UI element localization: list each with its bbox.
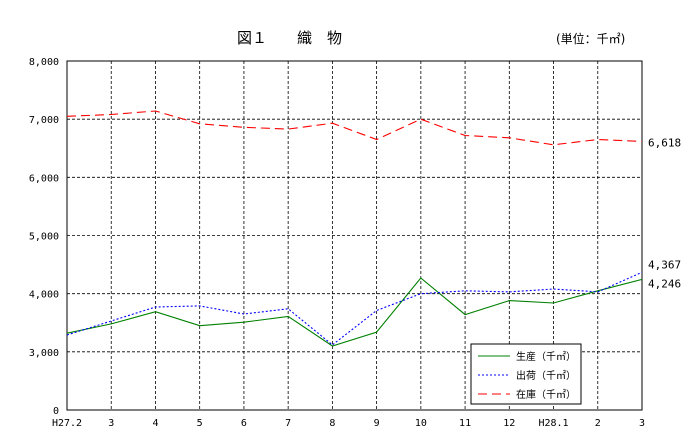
x-tick-label: 6 bbox=[241, 418, 247, 429]
y-tick-label: 8,000 bbox=[29, 57, 59, 68]
end-labels: 4,246 4,367 6,618 bbox=[648, 136, 681, 290]
y-tick-label: 3,000 bbox=[29, 348, 59, 359]
legend: 生産（千㎡） 出荷（千㎡） 在庫（千㎡） bbox=[470, 343, 582, 405]
y-tick-label: 0 bbox=[53, 406, 59, 417]
x-tick-label: 10 bbox=[415, 418, 427, 429]
y-tick-label: 5,000 bbox=[29, 232, 59, 243]
series-lines bbox=[66, 110, 643, 347]
series-line bbox=[66, 110, 643, 146]
x-tick-label: H28.1 bbox=[538, 418, 568, 429]
legend-box bbox=[470, 343, 582, 405]
x-tick-label: 7 bbox=[285, 418, 291, 429]
series-line bbox=[66, 277, 643, 347]
x-tick-label: 3 bbox=[108, 418, 114, 429]
series-line bbox=[66, 271, 643, 346]
plot-area-border bbox=[66, 60, 643, 411]
x-tick-label: 5 bbox=[197, 418, 203, 429]
end-value-label: 4,246 bbox=[648, 277, 681, 290]
x-tick-label: 2 bbox=[595, 418, 601, 429]
x-tick-label: 11 bbox=[459, 418, 471, 429]
unit-label: (単位：千㎡) bbox=[556, 31, 625, 46]
x-tick-label: 12 bbox=[503, 418, 515, 429]
x-tick-label: H27.2 bbox=[52, 418, 82, 429]
chart-title: 図１ 織 物 bbox=[237, 29, 342, 47]
x-tick-label: 4 bbox=[152, 418, 158, 429]
x-tick-label: 3 bbox=[639, 418, 645, 429]
x-axis-ticks: H27.2 3 4 5 6 7 8 9 10 11 12 H28.1 2 3 bbox=[52, 418, 645, 429]
legend-label: 出荷（千㎡） bbox=[516, 369, 576, 382]
y-tick-label: 6,000 bbox=[29, 173, 59, 184]
legend-label: 在庫（千㎡） bbox=[516, 388, 576, 401]
x-tick-label: 9 bbox=[374, 418, 380, 429]
y-tick-label: 7,000 bbox=[29, 115, 59, 126]
end-value-label: 4,367 bbox=[648, 258, 681, 271]
y-axis-ticks: 0 3,000 4,000 5,000 6,000 7,000 8,000 bbox=[29, 57, 59, 417]
legend-label: 生産（千㎡） bbox=[516, 350, 576, 363]
end-value-label: 6,618 bbox=[648, 136, 681, 149]
x-tick-label: 8 bbox=[329, 418, 335, 429]
y-tick-label: 4,000 bbox=[29, 290, 59, 301]
